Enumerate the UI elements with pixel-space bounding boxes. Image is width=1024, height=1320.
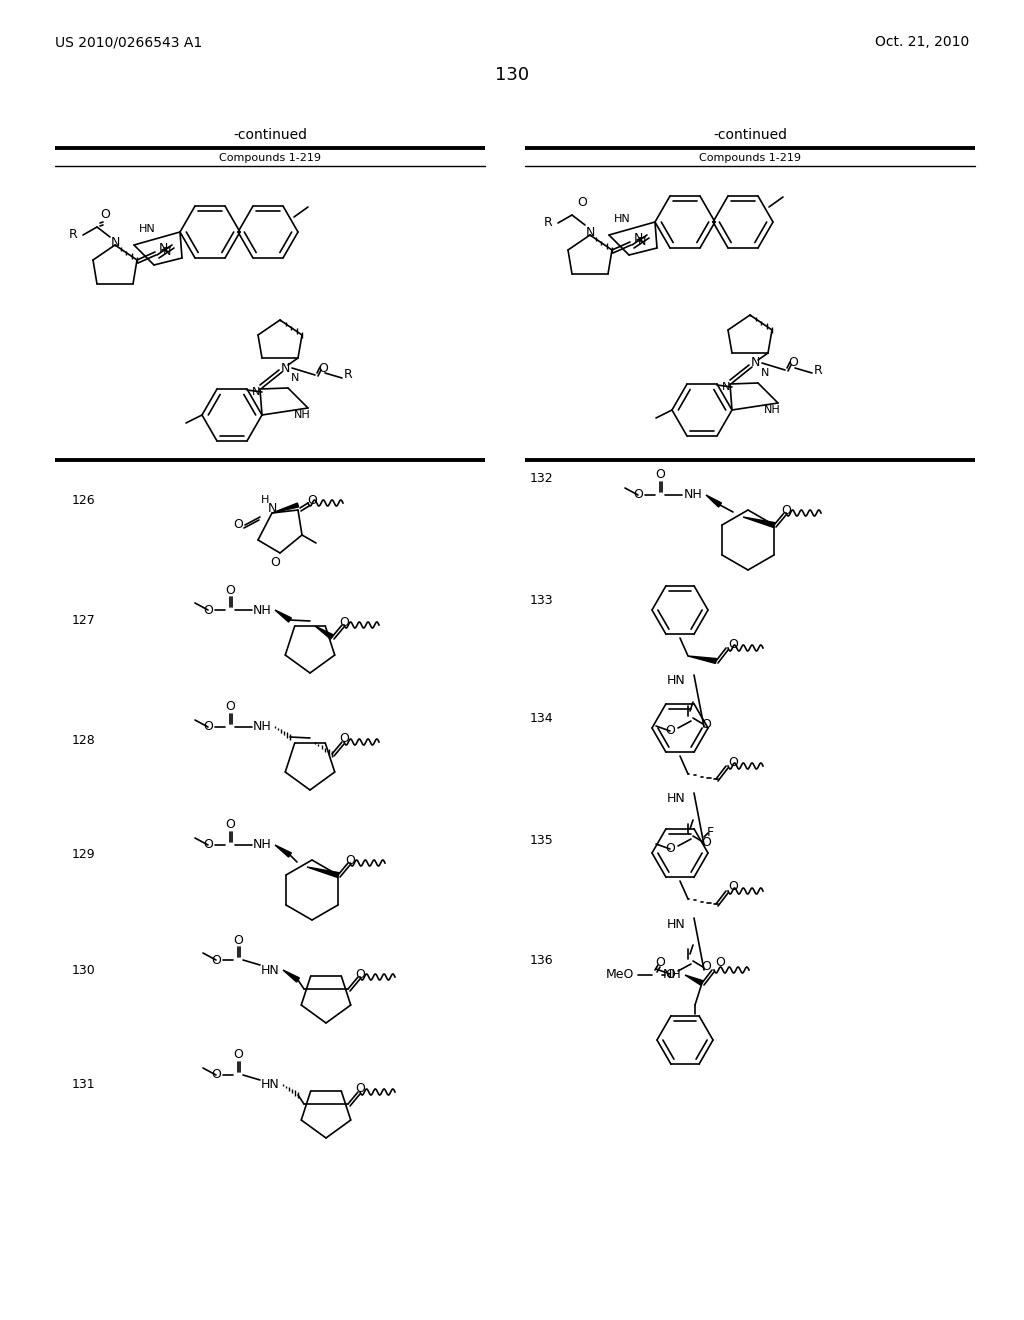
Text: 132: 132 bbox=[530, 471, 554, 484]
Text: 129: 129 bbox=[72, 849, 95, 862]
Text: HN: HN bbox=[138, 224, 156, 234]
Text: 133: 133 bbox=[530, 594, 554, 606]
Text: H: H bbox=[261, 495, 269, 506]
Text: R: R bbox=[69, 228, 78, 242]
Text: O: O bbox=[203, 838, 213, 851]
Text: O: O bbox=[345, 854, 355, 866]
Text: O: O bbox=[339, 733, 349, 746]
Text: 134: 134 bbox=[530, 711, 554, 725]
Text: O: O bbox=[203, 603, 213, 616]
Text: NH: NH bbox=[663, 969, 681, 982]
Polygon shape bbox=[275, 610, 292, 622]
Text: O: O bbox=[701, 718, 711, 730]
Text: N: N bbox=[291, 374, 299, 383]
Text: O: O bbox=[225, 583, 234, 597]
Text: O: O bbox=[339, 615, 349, 628]
Text: O: O bbox=[715, 957, 725, 969]
Text: N: N bbox=[638, 238, 646, 247]
Text: O: O bbox=[728, 755, 738, 768]
Text: N: N bbox=[163, 247, 171, 257]
Polygon shape bbox=[743, 517, 774, 528]
Text: N: N bbox=[111, 235, 120, 248]
Polygon shape bbox=[688, 656, 717, 664]
Text: O: O bbox=[211, 953, 221, 966]
Text: HN: HN bbox=[261, 964, 280, 977]
Text: HN: HN bbox=[667, 917, 685, 931]
Text: O: O bbox=[655, 956, 665, 969]
Text: O: O bbox=[233, 1048, 243, 1061]
Text: N: N bbox=[252, 387, 260, 397]
Text: 135: 135 bbox=[530, 833, 554, 846]
Text: O: O bbox=[203, 721, 213, 734]
Text: O: O bbox=[788, 356, 798, 370]
Text: MeO: MeO bbox=[606, 969, 634, 982]
Text: HN: HN bbox=[261, 1078, 280, 1092]
Text: NH: NH bbox=[764, 405, 780, 414]
Text: NH: NH bbox=[253, 603, 271, 616]
Polygon shape bbox=[706, 495, 722, 507]
Text: -continued: -continued bbox=[713, 128, 787, 143]
Text: F: F bbox=[707, 826, 714, 840]
Text: 126: 126 bbox=[72, 494, 95, 507]
Text: HN: HN bbox=[667, 675, 685, 688]
Text: N: N bbox=[633, 232, 643, 246]
Text: 131: 131 bbox=[72, 1078, 95, 1092]
Text: O: O bbox=[307, 494, 317, 507]
Text: N: N bbox=[761, 368, 769, 378]
Text: R: R bbox=[544, 216, 552, 230]
Text: N: N bbox=[751, 356, 760, 370]
Text: O: O bbox=[655, 469, 665, 482]
Text: O: O bbox=[233, 933, 243, 946]
Text: N: N bbox=[159, 243, 168, 256]
Text: Compounds 1-219: Compounds 1-219 bbox=[219, 153, 321, 162]
Text: O: O bbox=[728, 638, 738, 651]
Text: O: O bbox=[665, 968, 675, 981]
Text: 130: 130 bbox=[495, 66, 529, 84]
Text: Oct. 21, 2010: Oct. 21, 2010 bbox=[874, 36, 969, 49]
Polygon shape bbox=[272, 503, 299, 513]
Text: N: N bbox=[586, 226, 595, 239]
Text: 127: 127 bbox=[72, 614, 96, 627]
Text: N: N bbox=[722, 381, 730, 392]
Text: O: O bbox=[100, 209, 110, 222]
Text: O: O bbox=[318, 362, 328, 375]
Polygon shape bbox=[283, 970, 299, 982]
Text: O: O bbox=[665, 725, 675, 738]
Text: O: O bbox=[233, 519, 243, 532]
Text: -continued: -continued bbox=[233, 128, 307, 143]
Text: R: R bbox=[814, 363, 822, 376]
Text: O: O bbox=[355, 1082, 365, 1096]
Text: O: O bbox=[728, 880, 738, 894]
Polygon shape bbox=[275, 845, 292, 857]
Text: O: O bbox=[781, 503, 791, 516]
Text: O: O bbox=[211, 1068, 221, 1081]
Text: O: O bbox=[701, 836, 711, 849]
Text: 136: 136 bbox=[530, 953, 554, 966]
Text: Compounds 1-219: Compounds 1-219 bbox=[699, 153, 801, 162]
Text: NH: NH bbox=[253, 721, 271, 734]
Polygon shape bbox=[307, 867, 339, 878]
Polygon shape bbox=[685, 975, 703, 985]
Text: N: N bbox=[281, 362, 290, 375]
Text: O: O bbox=[225, 701, 234, 714]
Text: O: O bbox=[270, 557, 280, 569]
Text: O: O bbox=[665, 842, 675, 855]
Text: O: O bbox=[355, 968, 365, 981]
Polygon shape bbox=[315, 626, 334, 639]
Text: NH: NH bbox=[684, 488, 702, 502]
Text: HN: HN bbox=[613, 214, 631, 224]
Text: HN: HN bbox=[667, 792, 685, 805]
Text: N: N bbox=[267, 502, 276, 515]
Text: O: O bbox=[225, 818, 234, 832]
Text: US 2010/0266543 A1: US 2010/0266543 A1 bbox=[55, 36, 203, 49]
Text: 130: 130 bbox=[72, 964, 96, 977]
Text: O: O bbox=[633, 488, 643, 502]
Text: O: O bbox=[578, 197, 587, 210]
Text: R: R bbox=[344, 368, 352, 381]
Text: NH: NH bbox=[253, 838, 271, 851]
Text: 128: 128 bbox=[72, 734, 96, 747]
Text: NH: NH bbox=[294, 411, 310, 420]
Text: O: O bbox=[701, 961, 711, 974]
